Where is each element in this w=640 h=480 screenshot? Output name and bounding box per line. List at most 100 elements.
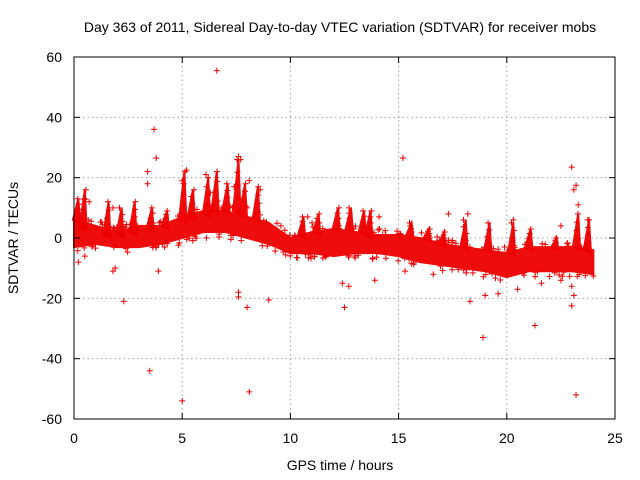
data-point [294, 254, 301, 261]
spike-point [406, 219, 413, 226]
spike-point [82, 186, 89, 193]
spike-point [366, 225, 373, 232]
spike-point [255, 200, 262, 207]
data-point [203, 234, 210, 241]
spike-point [203, 183, 210, 190]
spike-point [74, 195, 81, 202]
outlier-point [153, 155, 160, 162]
spike-point [254, 208, 261, 215]
data-point [452, 240, 459, 247]
outlier-point [179, 177, 186, 184]
spike-point [234, 182, 241, 189]
spike-point [335, 225, 342, 232]
spike-point [164, 207, 171, 214]
data-point [260, 217, 267, 224]
outlier-point [570, 186, 577, 193]
spike-point [119, 211, 126, 218]
spike-point [316, 219, 323, 226]
outlier-point [304, 213, 311, 220]
outlier-point [231, 183, 238, 190]
data-point [460, 266, 467, 273]
data-point [469, 269, 476, 276]
data-point [74, 247, 81, 254]
outlier-point [155, 268, 162, 275]
outlier-point [568, 164, 575, 171]
data-point [489, 270, 496, 277]
spike-point [223, 201, 230, 208]
spike-point [180, 192, 187, 199]
spike-point [79, 216, 86, 223]
data-point [375, 226, 382, 233]
data-point [193, 235, 200, 242]
outlier-point [341, 304, 348, 311]
chart-title: Day 363 of 2011, Sidereal Day-to-day VTE… [84, 19, 596, 35]
data-point [164, 240, 171, 247]
spike-point [223, 180, 230, 187]
outlier-point [445, 210, 452, 217]
outlier-point [109, 268, 116, 275]
outlier-point [568, 302, 575, 309]
outlier-point [237, 156, 244, 163]
spike-point [212, 188, 219, 195]
spike-point [346, 215, 353, 222]
spike-point [360, 207, 367, 214]
spike-point [485, 247, 492, 254]
y-tick-label: 0 [54, 230, 62, 246]
y-tick-label: -60 [42, 411, 62, 427]
spike-point [584, 231, 591, 238]
data-point [532, 269, 539, 276]
spike-point [575, 244, 582, 251]
data-point [556, 271, 563, 278]
x-axis-label: GPS time / hours [287, 457, 394, 473]
spike-point [242, 180, 249, 187]
outlier-point [112, 265, 119, 272]
data-point [311, 253, 318, 260]
outlier-point [339, 280, 346, 287]
spike-point [234, 169, 241, 176]
spike-point [224, 194, 231, 201]
data-point [373, 254, 380, 261]
spike-point [74, 216, 81, 223]
spike-point [116, 204, 123, 211]
spike-point [573, 219, 580, 226]
spike-point [440, 231, 447, 238]
data-point [379, 231, 386, 238]
data-point [110, 224, 117, 231]
data-point [81, 244, 88, 251]
y-tick-label: 60 [46, 49, 62, 65]
spike-point [407, 231, 414, 238]
outlier-point [557, 222, 564, 229]
spike-point [526, 239, 533, 246]
spike-point [553, 235, 560, 241]
spike-point [361, 213, 368, 220]
data-point [519, 269, 526, 276]
spike-point [255, 183, 262, 190]
data-point [382, 227, 389, 234]
spike-point [486, 226, 493, 233]
spike-point [106, 231, 113, 238]
data-point [319, 255, 326, 262]
data-spike [78, 189, 88, 234]
data-point [238, 237, 245, 244]
outlier-point [430, 271, 437, 278]
data-point [437, 263, 444, 270]
outlier-point [81, 195, 88, 202]
spike-point [525, 235, 532, 241]
spike-point [235, 195, 242, 202]
data-spike [201, 177, 212, 219]
data-point [88, 243, 95, 250]
data-point [546, 273, 553, 280]
data-point [520, 269, 527, 276]
spike-point [574, 210, 581, 217]
data-points [71, 67, 597, 404]
data-point [590, 272, 597, 279]
spike-point [106, 223, 113, 230]
data-point [97, 219, 104, 226]
data-point [92, 245, 99, 252]
spike-point [119, 218, 126, 225]
data-point [264, 243, 271, 250]
spike-point [164, 219, 171, 226]
spike-point [180, 180, 187, 187]
spike-point [346, 210, 353, 217]
spike-point [81, 225, 88, 232]
